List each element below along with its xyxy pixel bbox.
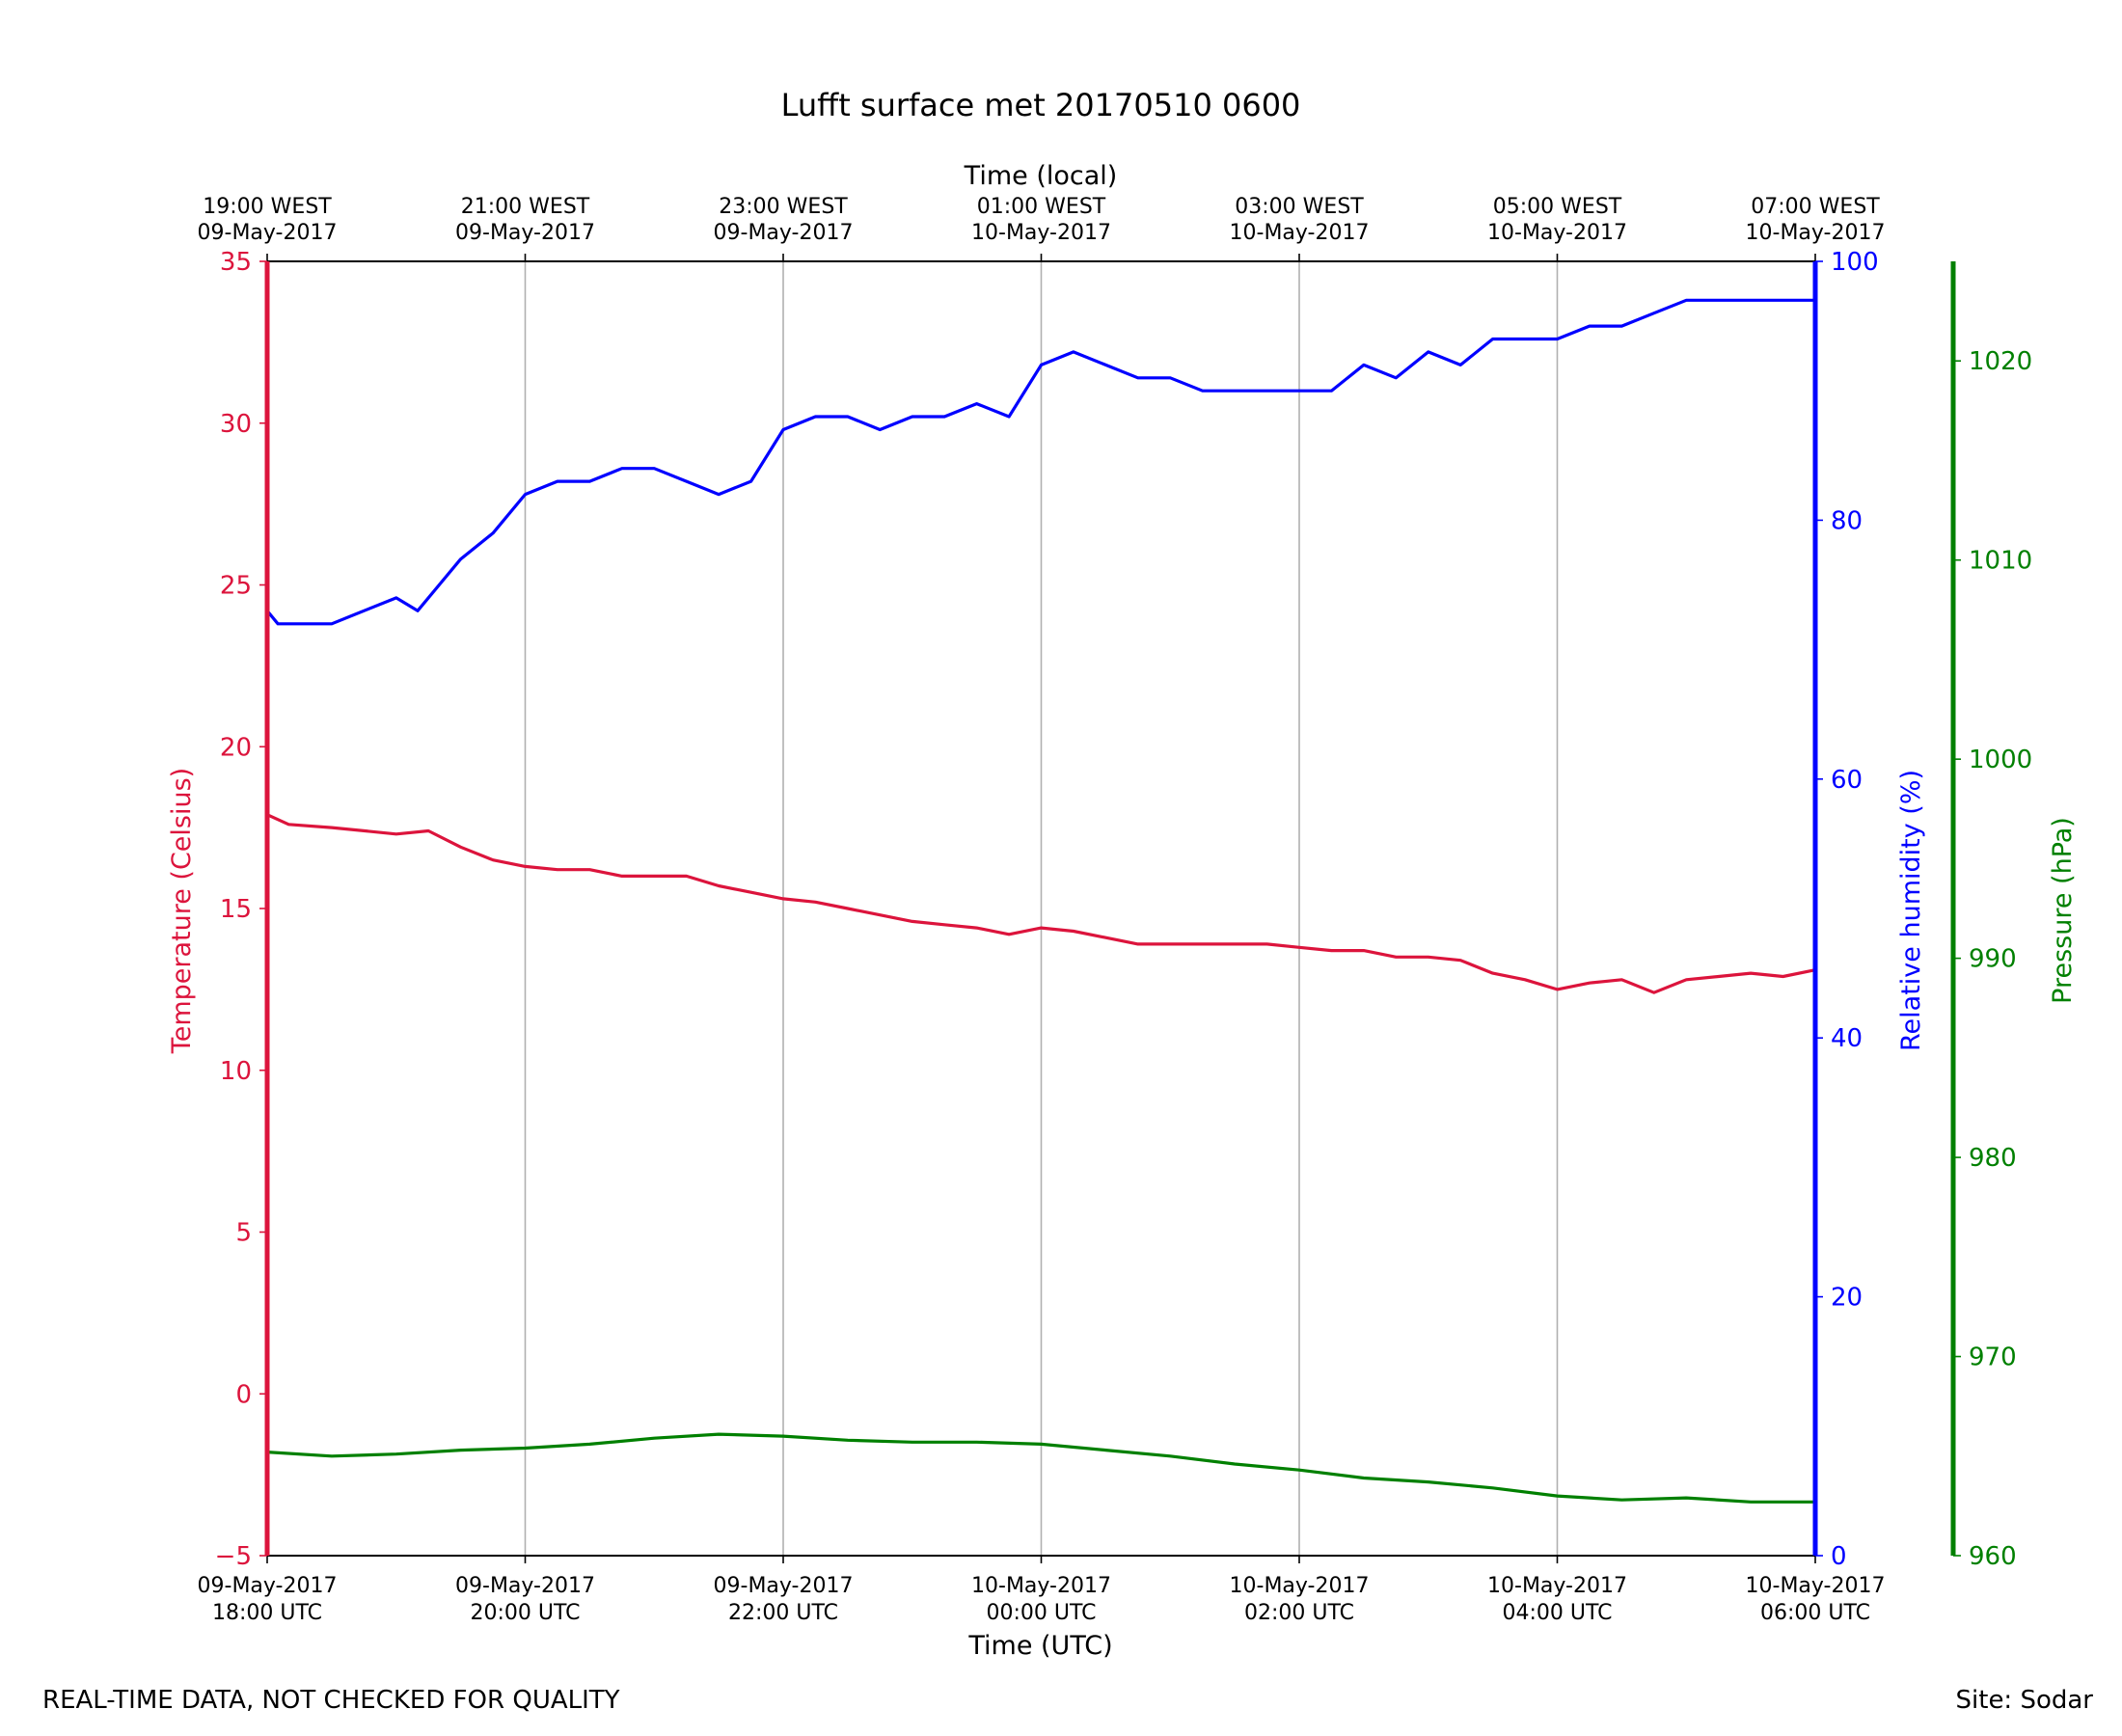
x-top-tick-label-time: 07:00 WEST xyxy=(1751,195,1880,219)
humidity-line xyxy=(265,298,1817,626)
pressure-tick-label: 1020 xyxy=(1969,347,2032,376)
x-top-tick-label-date: 09-May-2017 xyxy=(198,221,338,245)
pressure-tick-label: 960 xyxy=(1969,1542,2017,1571)
series-lines xyxy=(265,298,1817,1504)
grid xyxy=(524,261,1559,1556)
x-top-tick-label-time: 05:00 WEST xyxy=(1493,195,1622,219)
x-axis-top-label: Time (local) xyxy=(964,161,1118,191)
temperature-tick-label: 0 xyxy=(235,1380,252,1409)
temperature-tick-label: 20 xyxy=(220,733,252,762)
temperature-axis-label: Temperature (Celsius) xyxy=(167,768,197,1054)
pressure-tick-label: 980 xyxy=(1969,1144,2017,1173)
x-top-tick-label-time: 01:00 WEST xyxy=(977,195,1106,219)
temperature-line xyxy=(265,813,1817,994)
humidity-tick-label: 0 xyxy=(1831,1542,1847,1571)
x-top-tick-label-time: 03:00 WEST xyxy=(1235,195,1364,219)
x-tick-label-time: 20:00 UTC xyxy=(470,1601,580,1625)
x-top-tick-label-time: 19:00 WEST xyxy=(203,195,332,219)
x-top-tick-label-date: 09-May-2017 xyxy=(455,221,595,245)
pressure-tick-label: 1010 xyxy=(1969,547,2032,576)
x-tick-label-date: 10-May-2017 xyxy=(1230,1574,1370,1598)
x-tick-label-date: 10-May-2017 xyxy=(971,1574,1111,1598)
x-tick-label-date: 09-May-2017 xyxy=(455,1574,595,1598)
pressure-line xyxy=(265,1432,1817,1504)
x-tick-label-date: 09-May-2017 xyxy=(714,1574,854,1598)
temperature-tick-label: 15 xyxy=(220,895,252,924)
x-tick-label-date: 10-May-2017 xyxy=(1746,1574,1886,1598)
temperature-tick-label: 30 xyxy=(220,410,252,439)
pressure-tick-label: 970 xyxy=(1969,1343,2017,1372)
x-tick-label-time: 18:00 UTC xyxy=(212,1601,322,1625)
quality-disclaimer: REAL-TIME DATA, NOT CHECKED FOR QUALITY xyxy=(42,1686,620,1715)
x-tick-label-time: 06:00 UTC xyxy=(1760,1601,1870,1625)
pressure-tick-label: 1000 xyxy=(1969,746,2032,774)
x-top-tick-label-time: 23:00 WEST xyxy=(719,195,848,219)
x-tick-label-time: 02:00 UTC xyxy=(1244,1601,1354,1625)
humidity-tick-label: 20 xyxy=(1831,1284,1863,1313)
x-top-tick-label-date: 10-May-2017 xyxy=(1746,221,1886,245)
x-axis-label: Time (UTC) xyxy=(967,1631,1112,1661)
x-top-tick-label-date: 10-May-2017 xyxy=(1230,221,1370,245)
pressure-axis-label: Pressure (hPa) xyxy=(2048,817,2078,1004)
pressure-tick-label: 990 xyxy=(1969,945,2017,974)
x-tick-label-date: 09-May-2017 xyxy=(198,1574,338,1598)
humidity-tick-label: 80 xyxy=(1831,506,1863,535)
site-label: Site: Sodar xyxy=(1955,1686,2093,1715)
humidity-tick-label: 100 xyxy=(1831,248,1879,277)
x-top-tick-label-date: 09-May-2017 xyxy=(714,221,854,245)
x-tick-label-date: 10-May-2017 xyxy=(1487,1574,1627,1598)
x-top-tick-label-time: 21:00 WEST xyxy=(461,195,590,219)
x-top-tick-label-date: 10-May-2017 xyxy=(1487,221,1627,245)
x-tick-label-time: 04:00 UTC xyxy=(1502,1601,1612,1625)
humidity-tick-label: 40 xyxy=(1831,1024,1863,1053)
x-tick-label-time: 00:00 UTC xyxy=(986,1601,1096,1625)
x-top-tick-label-date: 10-May-2017 xyxy=(971,221,1111,245)
temperature-tick-label: 25 xyxy=(220,572,252,601)
humidity-axis-label: Relative humidity (%) xyxy=(1896,770,1926,1051)
temperature-tick-label: 5 xyxy=(235,1219,252,1248)
x-tick-label-time: 22:00 UTC xyxy=(728,1601,838,1625)
chart-title: Lufft surface met 20170510 0600 xyxy=(781,87,1301,123)
humidity-tick-label: 60 xyxy=(1831,766,1863,795)
temperature-tick-label: 35 xyxy=(220,248,252,277)
temperature-tick-label: 10 xyxy=(220,1057,252,1086)
temperature-tick-label: −5 xyxy=(215,1542,252,1571)
